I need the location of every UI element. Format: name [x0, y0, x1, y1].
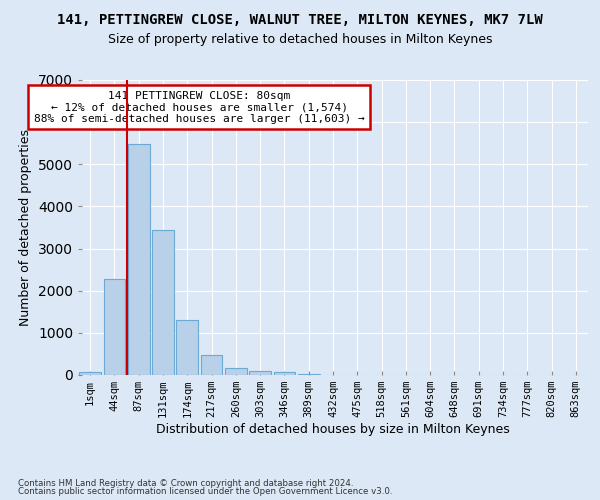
Text: Size of property relative to detached houses in Milton Keynes: Size of property relative to detached ho… — [108, 32, 492, 46]
X-axis label: Distribution of detached houses by size in Milton Keynes: Distribution of detached houses by size … — [156, 423, 510, 436]
Bar — [200, 355, 223, 375]
Bar — [152, 230, 174, 375]
Y-axis label: Number of detached properties: Number of detached properties — [19, 129, 32, 326]
Bar — [128, 144, 149, 375]
Bar — [298, 374, 320, 375]
Text: 141, PETTINGREW CLOSE, WALNUT TREE, MILTON KEYNES, MK7 7LW: 141, PETTINGREW CLOSE, WALNUT TREE, MILT… — [57, 12, 543, 26]
Bar — [274, 372, 295, 375]
Bar — [176, 320, 198, 375]
Text: Contains HM Land Registry data © Crown copyright and database right 2024.: Contains HM Land Registry data © Crown c… — [18, 478, 353, 488]
Bar — [104, 280, 125, 375]
Bar — [79, 372, 101, 375]
Bar — [249, 371, 271, 375]
Bar — [225, 368, 247, 375]
Text: 141 PETTINGREW CLOSE: 80sqm
← 12% of detached houses are smaller (1,574)
88% of : 141 PETTINGREW CLOSE: 80sqm ← 12% of det… — [34, 90, 365, 124]
Text: Contains public sector information licensed under the Open Government Licence v3: Contains public sector information licen… — [18, 487, 392, 496]
